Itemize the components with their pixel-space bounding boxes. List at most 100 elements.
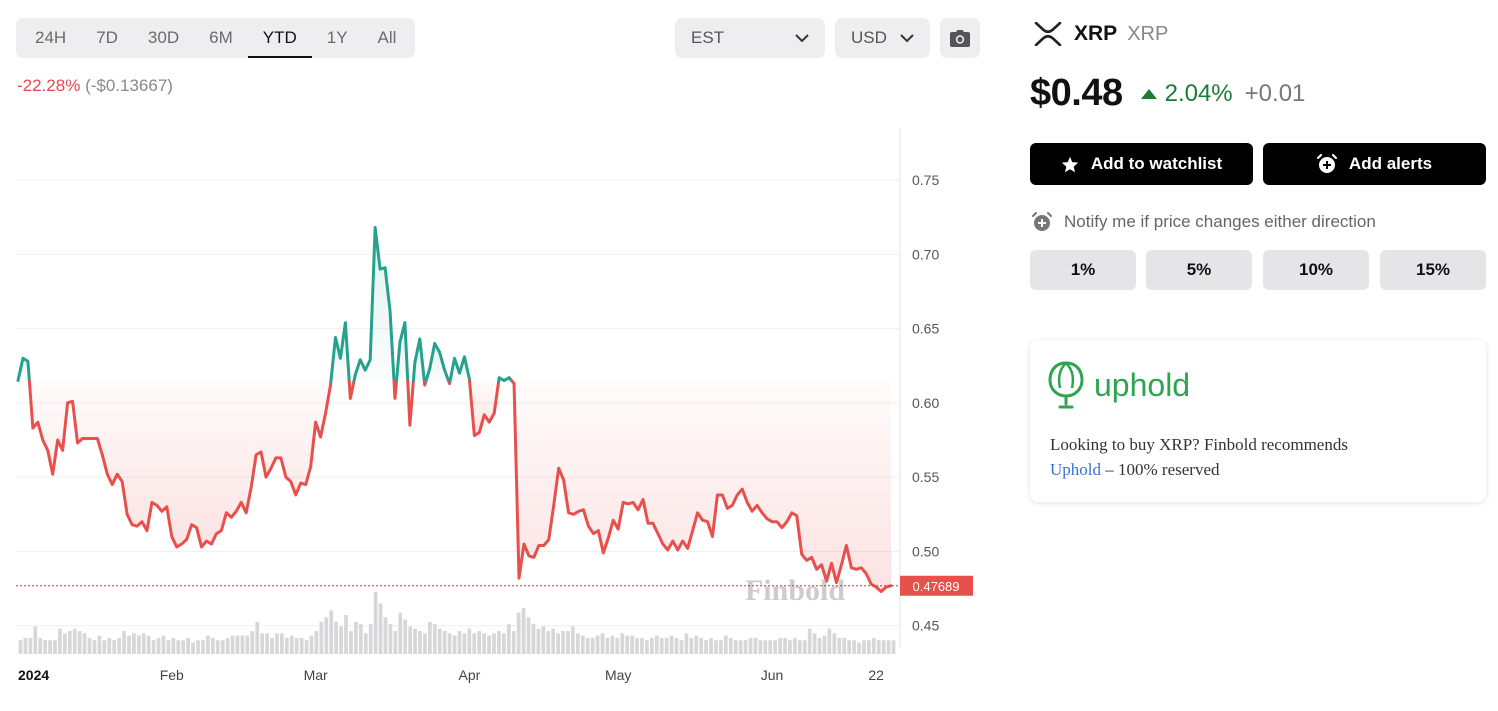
volume-bar <box>358 624 363 654</box>
volume-bar <box>876 640 881 654</box>
volume-bar <box>497 631 501 654</box>
volume-bar <box>793 637 797 654</box>
coin-header: XRP XRP <box>1034 22 1168 46</box>
x-tick-label: 2024 <box>18 667 49 683</box>
volume-bar <box>590 637 595 654</box>
volume-bar <box>388 624 393 654</box>
star-icon <box>1061 156 1078 172</box>
volume-bar <box>719 640 723 654</box>
area-below-baseline <box>469 381 499 436</box>
volume-bar <box>536 628 541 654</box>
volume-bar <box>812 633 817 654</box>
volume-bar <box>467 628 472 654</box>
volume-bar <box>48 640 52 654</box>
volume-bar <box>891 640 896 654</box>
range-tab-24h[interactable]: 24H <box>35 28 67 47</box>
notify-option-15[interactable]: 15% <box>1380 250 1486 290</box>
range-tab-1y[interactable]: 1Y <box>326 28 348 47</box>
volume-bar <box>487 635 491 654</box>
add-alerts-button[interactable]: Add alerts <box>1263 143 1486 185</box>
volume-bar <box>492 633 496 654</box>
volume-bar <box>571 626 575 654</box>
volume-bar <box>368 624 373 654</box>
volume-bar <box>664 637 669 654</box>
timezone-value: EST <box>691 28 725 47</box>
volume-bar <box>674 637 679 654</box>
volume-bar <box>122 631 126 654</box>
volume-bar <box>196 640 200 654</box>
period-change-percent: -22.28% <box>17 76 81 95</box>
notify-option-1[interactable]: 1% <box>1030 250 1136 290</box>
volume-bar <box>773 640 778 654</box>
volume-bar <box>827 628 832 654</box>
price-line-up <box>497 376 514 383</box>
volume-bar <box>462 633 467 654</box>
range-tab-7d[interactable]: 7D <box>96 28 118 47</box>
promo-text-outro: – 100% reserved <box>1101 460 1220 479</box>
volume-bar <box>38 637 43 654</box>
volume-bar <box>230 635 235 654</box>
volume-bar <box>501 633 506 654</box>
volume-bar <box>206 635 210 654</box>
volume-bar <box>733 640 738 654</box>
range-tab-30d[interactable]: 30D <box>147 28 180 47</box>
price-line-up <box>329 321 351 383</box>
currency-select[interactable]: USD <box>835 18 930 58</box>
x-tick-label: Apr <box>459 667 481 683</box>
price-line-down <box>468 379 501 438</box>
volume-bar <box>339 626 343 654</box>
volume-bar <box>645 640 649 654</box>
volume-bar <box>215 640 220 654</box>
volume-bar <box>112 640 117 654</box>
volume-bar <box>255 621 260 654</box>
notify-label: Notify me if price changes either direct… <box>1064 212 1376 231</box>
volume-bar <box>43 640 47 654</box>
promo-card: uphold Looking to buy XRP? Finbold recom… <box>1030 340 1486 502</box>
y-tick-label: 0.50 <box>912 543 939 559</box>
range-tab-ytd[interactable]: YTD <box>247 18 312 58</box>
volume-bar <box>53 640 57 654</box>
timezone-select[interactable]: EST <box>675 18 825 58</box>
add-to-watchlist-label: Add to watchlist <box>1090 154 1223 173</box>
volume-bar <box>393 631 398 654</box>
area-below-baseline <box>29 381 331 547</box>
volume-bar <box>802 640 807 654</box>
volume-bar <box>797 640 802 654</box>
notify-option-5[interactable]: 5% <box>1146 250 1252 290</box>
volume-bar <box>516 612 521 654</box>
volume-bar <box>423 633 427 654</box>
volume-bar <box>151 640 156 654</box>
range-tab-6m[interactable]: 6M <box>209 28 233 47</box>
uphold-logo[interactable]: uphold <box>1048 360 1190 410</box>
volume-bar <box>102 640 107 654</box>
volume-bar <box>240 635 245 654</box>
area-above-baseline <box>425 343 449 382</box>
volume-bar <box>275 633 279 654</box>
price-line-down <box>27 379 333 549</box>
volume-bar <box>743 640 748 654</box>
volume-bar <box>788 640 792 654</box>
period-change-absolute: (-$0.13667) <box>85 76 173 95</box>
volume-bar <box>649 637 654 654</box>
x-tick-label: Jun <box>761 667 784 683</box>
volume-bar <box>62 633 67 654</box>
volume-bar <box>82 633 87 654</box>
volume-bar <box>166 640 171 654</box>
add-to-watchlist-button[interactable]: Add to watchlist <box>1030 143 1253 185</box>
volume-bar <box>699 637 704 654</box>
notify-option-10[interactable]: 10% <box>1263 250 1369 290</box>
uphold-link[interactable]: Uphold <box>1050 460 1101 479</box>
volume-bar <box>289 635 294 654</box>
volume-bar <box>413 628 417 654</box>
volume-bar <box>294 637 299 654</box>
volume-bar <box>28 637 33 654</box>
volume-bar <box>837 637 842 654</box>
screenshot-button[interactable] <box>940 18 980 58</box>
volume-bar <box>595 635 600 654</box>
price-line-down <box>406 379 415 427</box>
range-tab-all[interactable]: All <box>377 28 397 47</box>
volume-bar <box>886 640 891 654</box>
volume-bar <box>832 633 837 654</box>
chart-area <box>18 227 892 592</box>
volume-bar <box>867 640 871 654</box>
